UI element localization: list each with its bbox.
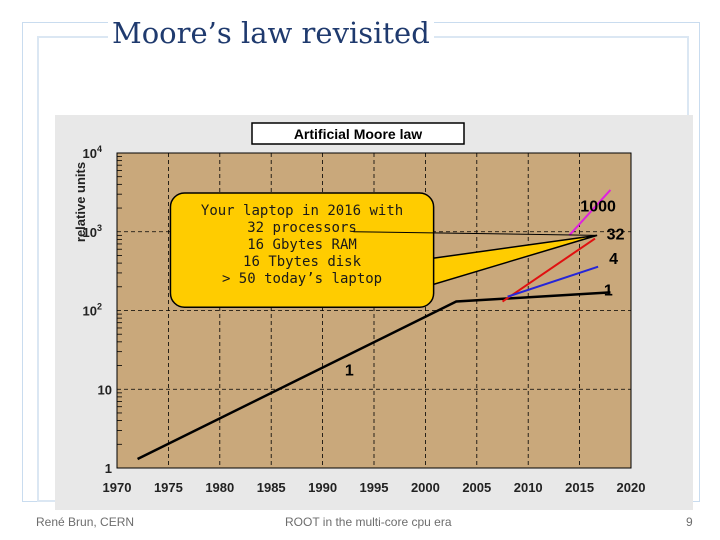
chart-title-box: Artificial Moore law: [251, 122, 465, 145]
plot-frame: [116, 152, 632, 469]
y-tick-label: 10: [98, 382, 112, 397]
footer-author: René Brun, CERN: [36, 515, 135, 529]
x-tick-label: 2000: [411, 480, 440, 495]
data-annotation: 32: [607, 226, 625, 243]
x-tick-label: 1990: [308, 480, 337, 495]
y-tick-label: 1: [105, 461, 112, 476]
page-number: 9: [686, 515, 693, 529]
x-tick-label: 1975: [154, 480, 183, 495]
series-line-callout-pointer: [353, 231, 598, 236]
y-tick-labels: 1 10 102 103 104: [83, 144, 112, 476]
callout-box: [169, 192, 435, 308]
series-group: [137, 189, 612, 461]
x-tick-label: 1995: [360, 480, 389, 495]
y-tick-label: 102: [83, 302, 102, 319]
chart-title: Artificial Moore law: [294, 126, 422, 142]
data-annotation: 1: [345, 362, 354, 379]
callout-line: Your laptop in 2016 with: [201, 203, 403, 219]
chart-title-frame: [251, 122, 465, 145]
x-tick-label: 1970: [103, 480, 132, 495]
callout-line: 32 processors: [247, 220, 357, 236]
y-axis-label: relative units: [73, 162, 88, 242]
data-annotation: 4: [609, 251, 618, 268]
annotations: 1000 32 4 1 1: [345, 199, 625, 380]
slide-title: Moore’s law revisited: [108, 16, 434, 50]
callout-line: 16 Gbytes RAM: [247, 237, 357, 253]
callout-line: 16 Tbytes disk: [243, 254, 362, 270]
data-annotation: 1000: [580, 199, 616, 216]
series-line-red: [501, 237, 596, 303]
data-annotation: 1: [604, 283, 613, 300]
x-tick-label: 1985: [257, 480, 286, 495]
footer-talk-title: ROOT in the multi-core cpu era: [285, 515, 452, 529]
series-line-magenta: [568, 189, 612, 237]
series-line-blue: [507, 265, 599, 298]
callout-line: > 50 today’s laptop: [222, 271, 382, 287]
x-tick-label: 2010: [514, 480, 543, 495]
x-tick-labels: 1970 1975 1980 1985 1990 1995 2000 2005 2010 2015…: [103, 480, 646, 495]
y-tick-label: 104: [83, 144, 102, 161]
x-tick-label: 1980: [205, 480, 234, 495]
series-line-baseline: [137, 291, 611, 461]
y-tick-label: 103: [83, 223, 102, 240]
x-tick-label: 2015: [565, 480, 594, 495]
x-tick-label: 2020: [617, 480, 646, 495]
x-tick-label: 2005: [462, 480, 491, 495]
